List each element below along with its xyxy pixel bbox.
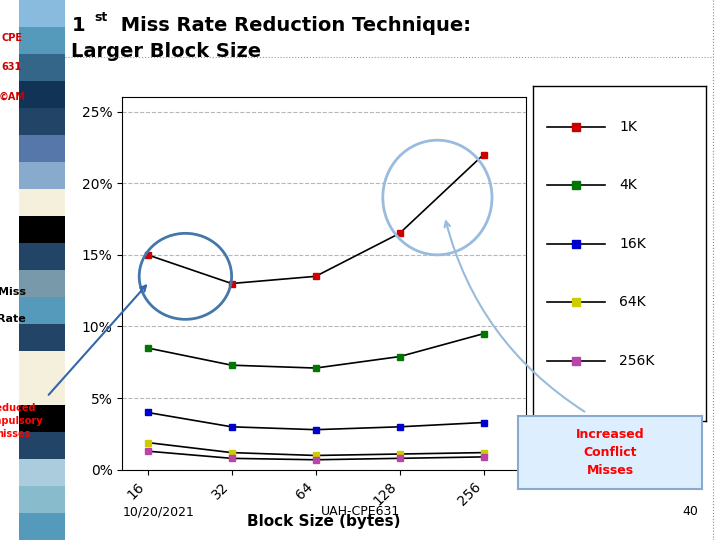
Text: ©AM: ©AM [0, 92, 25, 102]
Bar [19, 297, 65, 324]
Text: st: st [94, 11, 107, 24]
Bar [19, 270, 65, 297]
Bar [19, 81, 65, 108]
Bar [19, 189, 65, 216]
Bar [19, 405, 65, 432]
Text: 16K: 16K [619, 237, 646, 251]
Bar [19, 351, 65, 378]
Bar [19, 162, 65, 189]
Text: 1: 1 [71, 16, 85, 36]
Text: 256K: 256K [619, 354, 654, 368]
Text: UAH-CPE631: UAH-CPE631 [320, 505, 400, 518]
Text: Miss: Miss [0, 287, 26, 296]
Text: 40: 40 [683, 505, 698, 518]
Bar [19, 486, 65, 513]
X-axis label: Block Size (bytes): Block Size (bytes) [247, 514, 401, 529]
Bar [19, 54, 65, 81]
Text: Larger Block Size: Larger Block Size [71, 42, 261, 61]
Text: Reduced
compulsory
misses: Reduced compulsory misses [0, 403, 43, 440]
Text: Increased
Conflict
Misses: Increased Conflict Misses [576, 428, 644, 477]
Text: 64K: 64K [619, 295, 646, 309]
Text: Miss Rate Reduction Technique:: Miss Rate Reduction Technique: [114, 16, 471, 36]
Bar [19, 432, 65, 459]
Bar [19, 135, 65, 162]
Bar [19, 27, 65, 54]
Bar [19, 108, 65, 135]
Text: 10/20/2021: 10/20/2021 [122, 505, 194, 518]
Text: 4K: 4K [619, 178, 637, 192]
Bar [19, 378, 65, 405]
Bar [19, 0, 65, 27]
Bar [19, 243, 65, 270]
Bar [19, 513, 65, 540]
Text: Rate: Rate [0, 314, 26, 323]
Bar [19, 216, 65, 243]
Text: 631: 631 [1, 63, 22, 72]
Bar [19, 324, 65, 351]
Text: CPE: CPE [1, 33, 22, 43]
Bar [19, 459, 65, 486]
Text: 1K: 1K [619, 119, 637, 133]
